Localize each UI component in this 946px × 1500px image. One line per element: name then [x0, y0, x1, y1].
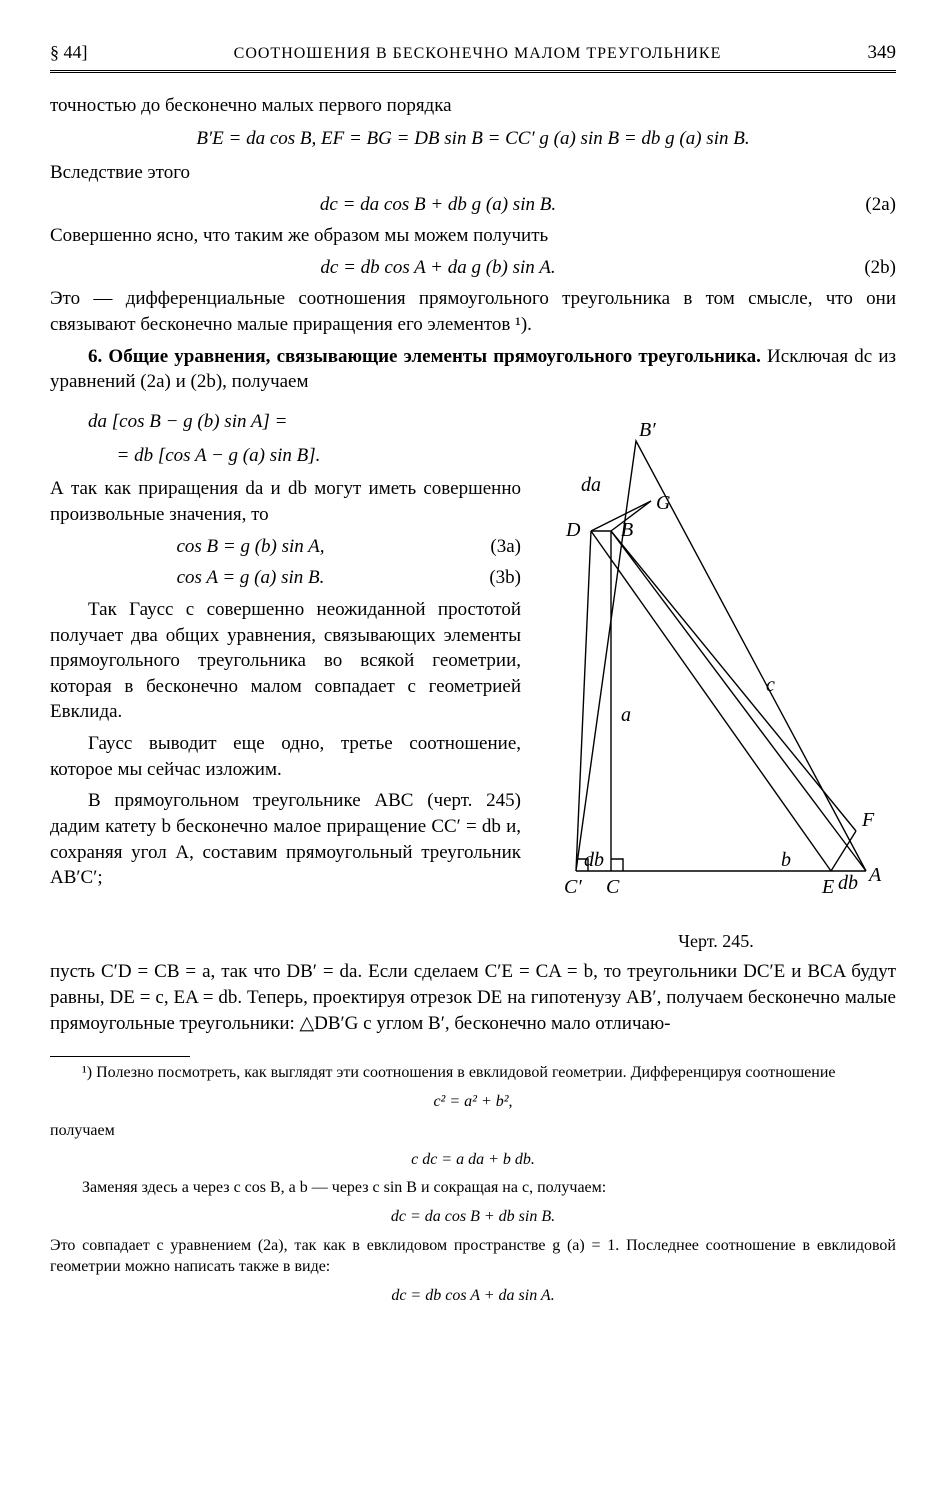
equation: cos A = g (a) sin B. — [50, 565, 451, 591]
footnote-text: ¹) Полезно посмотреть, как выглядят эти … — [50, 1063, 896, 1084]
equation: dc = db cos A + da sin A. — [50, 1286, 896, 1307]
figure-label-A: A — [867, 864, 882, 886]
body-text: В прямоугольном треугольнике ABC (черт. … — [50, 788, 521, 891]
figure-caption: Черт. 245. — [536, 929, 896, 953]
figure-label-b: b — [781, 849, 791, 871]
equation-row: cos B = g (b) sin A, (3a) — [50, 534, 521, 560]
figure-label-a: a — [621, 704, 631, 726]
footnote-text: Это совпадает с уравнением (2a), так как… — [50, 1236, 896, 1278]
equation: da [cos B − g (b) sin A] = — [88, 409, 521, 435]
running-title: СООТНОШЕНИЯ В БЕСКОНЕЧНО МАЛОМ ТРЕУГОЛЬН… — [88, 43, 868, 65]
figure-label-c: c — [766, 674, 775, 696]
figure-label-B: B — [621, 519, 633, 541]
section-number: 6. — [88, 346, 102, 367]
section-title: Общие уравнения, связывающие элементы пр… — [108, 346, 760, 367]
figure-label-da: da — [581, 474, 601, 496]
two-column-layout: da [cos B − g (b) sin A] = = db [cos A −… — [50, 401, 896, 953]
footnote: ¹) Полезно посмотреть, как выглядят эти … — [50, 1063, 896, 1306]
equation: c dc = a da + b db. — [50, 1150, 896, 1171]
body-text: А так как приращения da и db могут иметь… — [50, 476, 521, 527]
left-column: da [cos B − g (b) sin A] = = db [cos A −… — [50, 401, 521, 897]
equation-row: cos A = g (a) sin B. (3b) — [50, 565, 521, 591]
figure-label-E: E — [821, 876, 834, 898]
footnote-text: получаем — [50, 1121, 896, 1142]
equation-label: (3b) — [451, 565, 521, 591]
figure-label-D: D — [565, 519, 581, 541]
equation-label: (2b) — [826, 255, 896, 281]
figure-label-db-left: db — [584, 849, 604, 871]
footnote-text: Заменяя здесь a через c cos B, а b — чер… — [50, 1178, 896, 1199]
equation: B′E = da cos B, EF = BG = DB sin B = CC′… — [50, 126, 896, 152]
footnote-rule — [50, 1056, 190, 1057]
figure-label-Bp: B′ — [639, 419, 656, 441]
figure-label-db-right: db — [838, 872, 858, 894]
section-heading: 6. Общие уравнения, связывающие элементы… — [50, 344, 896, 395]
equation: dc = db cos A + da g (b) sin A. — [50, 255, 826, 281]
equation-label: (2a) — [826, 192, 896, 218]
equation-row: dc = da cos B + db g (a) sin B. (2a) — [50, 192, 896, 218]
equation-row: dc = db cos A + da g (b) sin A. (2b) — [50, 255, 896, 281]
equation: cos B = g (b) sin A, — [50, 534, 451, 560]
body-text: пусть C′D = CB = a, так что DB′ = da. Ес… — [50, 959, 896, 1036]
figure-label-Cp: C′ — [564, 876, 582, 898]
page-header: § 44] СООТНОШЕНИЯ В БЕСКОНЕЧНО МАЛОМ ТРЕ… — [50, 40, 896, 73]
figure-column: B′ G D B da a c C′ C db b E db A F Черт.… — [536, 401, 896, 953]
equation: c² = a² + b², — [50, 1092, 896, 1113]
equation-label: (3a) — [451, 534, 521, 560]
body-text: точностью до бесконечно малых первого по… — [50, 93, 896, 119]
body-text: Гаусс выводит еще одно, третье соотношен… — [50, 731, 521, 782]
equation: dc = da cos B + db g (a) sin B. — [50, 192, 826, 218]
body-text: Вследствие этого — [50, 160, 896, 186]
geometry-figure: B′ G D B da a c C′ C db b E db A F — [536, 401, 886, 921]
equation: = db [cos A − g (a) sin B]. — [117, 443, 522, 469]
section-label: § 44] — [50, 40, 88, 64]
figure-label-F: F — [861, 809, 875, 831]
figure-label-C: C — [606, 876, 620, 898]
body-text: Это — дифференциальные соотношения прямо… — [50, 286, 896, 337]
equation: dc = da cos B + db sin B. — [50, 1207, 896, 1228]
page-number: 349 — [868, 40, 897, 66]
figure-label-G: G — [656, 492, 671, 514]
body-text: Так Гаусс с совершенно неожиданной прост… — [50, 597, 521, 725]
body-text: Совершенно ясно, что таким же образом мы… — [50, 223, 896, 249]
